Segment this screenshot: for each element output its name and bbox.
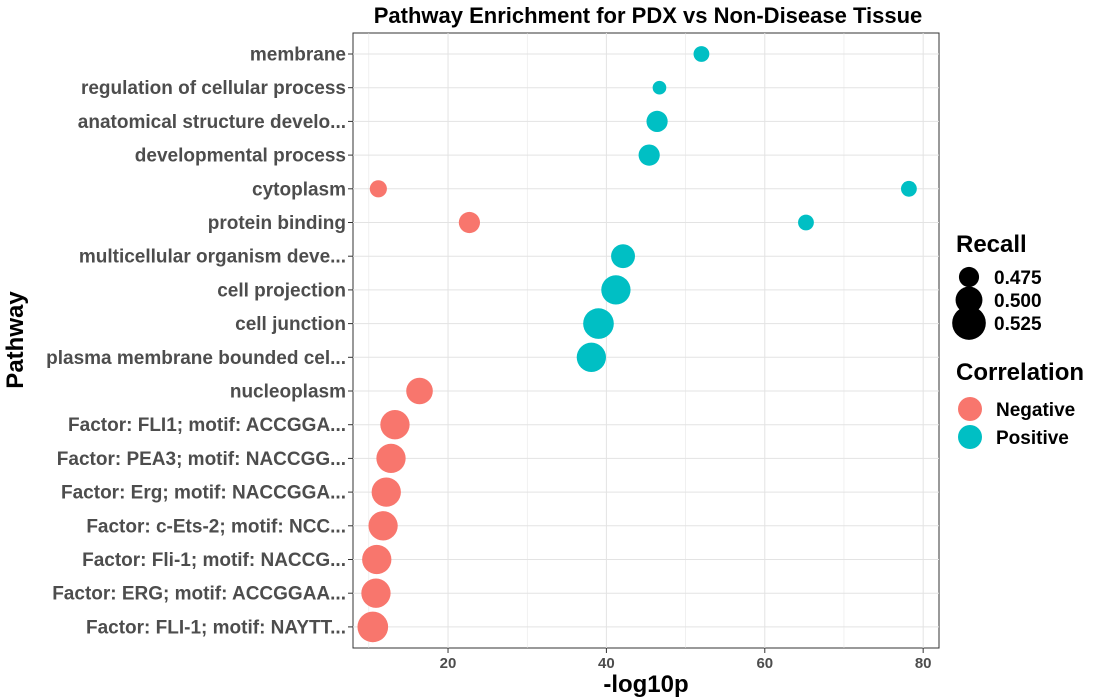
x-tick-label: 20 [440,655,457,672]
data-point-positive [652,80,667,95]
data-point-positive [798,214,814,231]
legend-correlation-title: Correlation [956,359,1084,386]
legend-recall-key [955,286,983,314]
y-tick-label: cytoplasm [252,179,346,200]
x-axis-title: -log10p [603,671,688,698]
data-point-positive [693,46,710,62]
data-point-positive [611,244,635,269]
y-tick-label: Factor: FLI1; motif: ACCGGA... [68,415,346,436]
x-tick-label: 40 [598,655,615,672]
y-tick-label: membrane [250,45,346,66]
y-tick-label: multicellular organism deve... [79,247,346,268]
legend-recall-label: 0.500 [994,291,1042,312]
y-tick-label: Factor: Fli-1; motif: NACCG... [82,550,346,571]
legend-correlation-key [958,425,982,449]
y-tick-label: anatomical structure develo... [78,112,346,133]
legend-correlation-label: Negative [996,400,1075,421]
y-tick-label: Factor: Erg; motif: NACCGGA... [61,483,346,504]
y-tick-label: cell junction [235,314,346,335]
y-tick-label: nucleoplasm [230,382,346,403]
y-tick-label: Factor: ERG; motif: ACCGGAA... [52,584,346,605]
legend-recall-label: 0.475 [994,268,1042,289]
y-tick-labels: membrane regulation of cellular process an… [46,45,353,638]
y-tick-label: Factor: PEA3; motif: NACCGG... [57,449,346,470]
legend-correlation-label: Positive [996,428,1069,449]
legend-recall-title: Recall [956,231,1027,258]
data-point-positive [646,110,668,132]
y-tick-label: cell projection [217,280,346,301]
data-point-negative [361,578,391,608]
data-point-negative [368,511,398,541]
y-tick-label: developmental process [135,146,346,167]
x-tick-labels: 20 40 60 80 [440,648,932,672]
x-tick-label: 80 [915,655,932,672]
y-tick-label: protein binding [208,213,346,234]
legend-recall-key [958,266,980,288]
data-point-positive [583,308,614,339]
data-point-negative [458,211,481,234]
data-points [357,46,917,643]
data-point-negative [406,377,433,405]
data-point-positive [601,275,631,305]
plot-panel [352,32,940,649]
data-point-negative [371,477,401,507]
y-axis-title: Pathway [2,291,29,389]
legend-recall-label: 0.525 [994,314,1042,335]
data-point-positive [901,180,917,197]
legend-recall-key [952,306,986,340]
data-point-positive [576,342,607,372]
data-point-negative [376,443,406,474]
data-point-negative [357,611,389,643]
chart-title: Pathway Enrichment for PDX vs Non-Diseas… [374,3,923,28]
data-point-positive [638,144,660,166]
data-point-negative [362,544,392,575]
y-tick-label: plasma membrane bounded cel... [46,348,346,369]
x-tick-label: 60 [756,655,773,672]
y-tick-label: regulation of cellular process [81,78,346,99]
y-tick-label: Factor: FLI-1; motif: NAYTT... [86,617,346,638]
legend-correlation-key [958,397,982,421]
data-point-negative [380,410,410,440]
legend-correlation: Correlation Negative Positive [956,359,1084,449]
grid-lines [353,33,939,648]
y-tick-label: Factor: c-Ets-2; motif: NCC... [86,516,346,537]
data-point-negative [369,180,387,198]
